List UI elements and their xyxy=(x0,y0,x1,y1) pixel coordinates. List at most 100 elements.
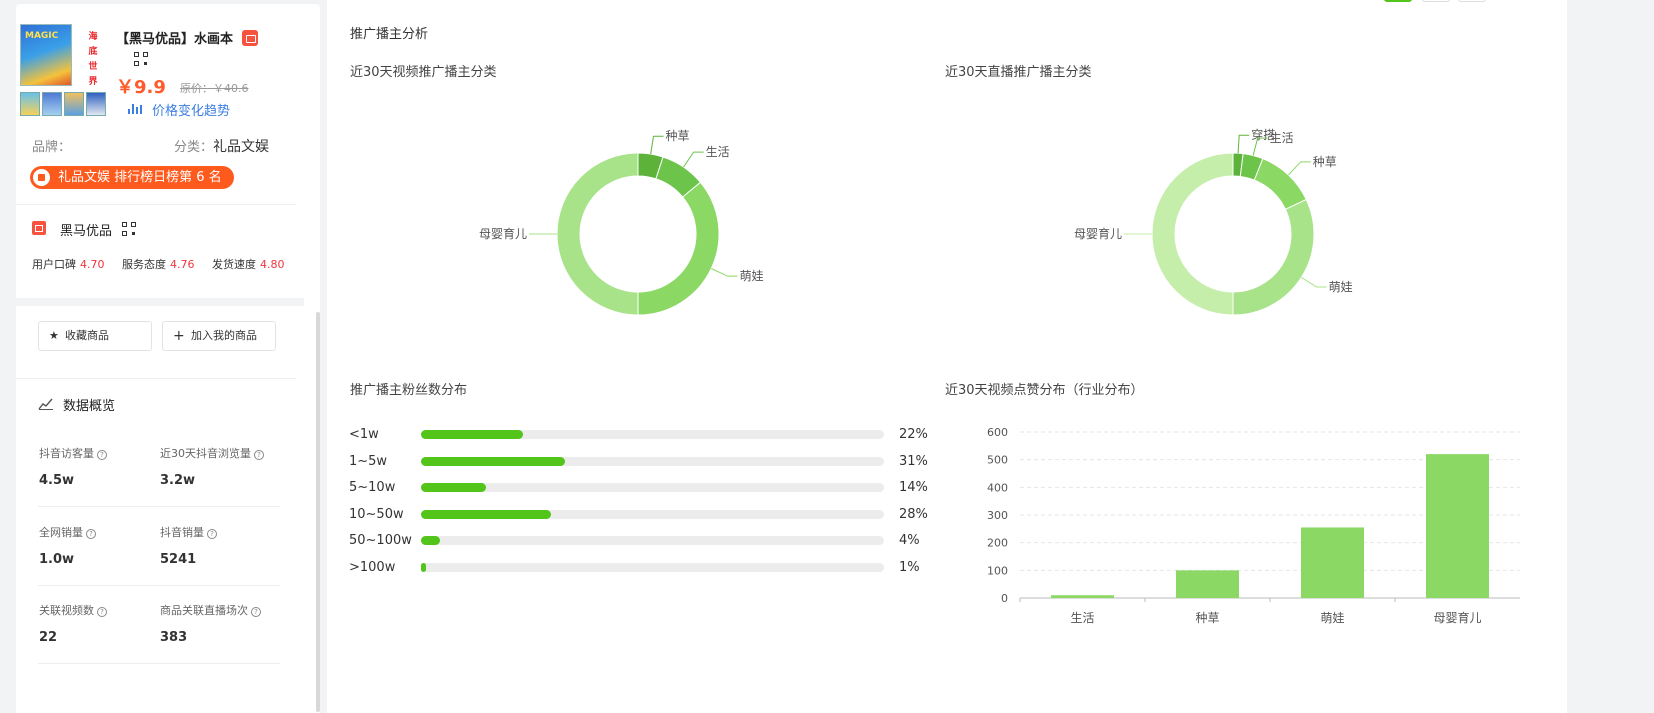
x-tick-label: 种草 xyxy=(1195,611,1219,625)
metric-label: 抖音销量? xyxy=(160,524,217,540)
metric-value: 383 xyxy=(160,630,188,645)
fans-bar-label: 1~5w xyxy=(349,453,388,469)
y-tick-label: 100 xyxy=(987,564,1008,577)
donut-leader-line xyxy=(1237,134,1250,154)
product-cover[interactable]: MAGIC 海 底 世 界 xyxy=(18,24,108,116)
fans-bar-label: 5~10w xyxy=(349,480,396,496)
donut-slice[interactable] xyxy=(1253,158,1307,210)
thumbnail[interactable] xyxy=(20,92,40,116)
y-tick-label: 600 xyxy=(987,426,1008,439)
y-tick-label: 500 xyxy=(987,454,1008,467)
toggle-button[interactable] xyxy=(1384,0,1412,2)
chart-title-live-category: 近30天直播推广播主分类 xyxy=(945,65,1092,80)
category-label: 分类：礼品文娱 xyxy=(174,139,270,155)
divider xyxy=(16,204,296,205)
shop-icon xyxy=(32,221,46,235)
thumbnail[interactable] xyxy=(42,92,62,116)
donut-leader-line xyxy=(1301,276,1327,288)
add-product-button[interactable]: + 加入我的商品 xyxy=(162,321,276,351)
y-tick-label: 400 xyxy=(987,481,1008,494)
fans-bar-fill xyxy=(421,509,551,519)
shop-name[interactable]: 黑马优品 xyxy=(60,224,113,239)
fans-bar-track xyxy=(421,483,884,493)
price-trend-link[interactable]: 价格变化趋势 xyxy=(152,104,231,119)
likes-bar[interactable] xyxy=(1426,454,1489,598)
fans-bar-fill xyxy=(421,430,523,439)
donut-leader-line xyxy=(650,135,664,155)
metric-label: 商品关联直播场次? xyxy=(160,602,261,618)
fans-bar-percent: 22% xyxy=(899,427,928,442)
plus-icon: + xyxy=(173,328,185,344)
cover-text: MAGIC xyxy=(25,31,59,41)
divider xyxy=(38,506,280,507)
metric-label: 关联视频数? xyxy=(39,602,107,618)
score-user-rating: 用户口碑 4.70 xyxy=(32,258,105,271)
fans-bar-track xyxy=(421,563,884,572)
brand-label: 品牌： xyxy=(32,140,72,155)
cover-image: MAGIC xyxy=(20,24,72,86)
fans-bar-percent: 14% xyxy=(899,480,928,496)
chart-title-likes-distribution: 近30天视频点赞分布（行业分布） xyxy=(945,383,1144,398)
likes-bar[interactable] xyxy=(1301,527,1364,598)
fans-bar-percent: 4% xyxy=(899,533,920,549)
donut-label: 萌娃 xyxy=(740,269,764,283)
donut-label: 生活 xyxy=(1270,131,1294,145)
divider xyxy=(16,378,296,379)
donut-slice[interactable] xyxy=(556,152,639,316)
metric-label: 近30天抖音浏览量? xyxy=(160,445,264,461)
donut-slice[interactable] xyxy=(637,181,720,316)
favorite-button[interactable]: ★ 收藏商品 xyxy=(38,321,152,351)
help-icon: ? xyxy=(86,529,96,539)
donut-label: 种草 xyxy=(665,129,689,143)
qr-code-icon[interactable] xyxy=(134,52,148,66)
chart-title-video-category: 近30天视频推广播主分类 xyxy=(350,65,497,80)
shop-qr-code-icon[interactable] xyxy=(122,222,136,236)
section-title: 推广播主分析 xyxy=(350,27,429,42)
y-tick-label: 200 xyxy=(987,537,1008,550)
shop-bag-icon xyxy=(242,30,258,46)
shop-scores: 用户口碑 4.70 服务态度 4.76 发货速度 4.80 xyxy=(32,256,299,272)
data-overview-icon xyxy=(38,398,53,410)
rank-badge[interactable]: 礼品文娱 排行榜日榜第 6 名 xyxy=(30,166,234,189)
trend-chart-icon[interactable] xyxy=(128,104,142,114)
likes-bar[interactable] xyxy=(1051,595,1114,598)
x-tick-label: 萌娃 xyxy=(1320,611,1344,625)
divider xyxy=(38,585,280,586)
metric-value: 3.2w xyxy=(160,473,196,488)
y-tick-label: 0 xyxy=(1001,592,1008,605)
metric-value: 1.0w xyxy=(39,552,75,567)
score-service: 服务态度 4.76 xyxy=(122,258,195,271)
help-icon: ? xyxy=(97,450,107,460)
metric-value: 4.5w xyxy=(39,473,75,488)
donut-label: 母婴育儿 xyxy=(479,226,527,241)
y-tick-label: 300 xyxy=(987,509,1008,522)
fans-bar-percent: 31% xyxy=(899,453,928,469)
fans-bar-percent: 28% xyxy=(899,506,928,522)
product-title: 【黑马优品】水画本 xyxy=(116,32,234,47)
donut-leader-line xyxy=(683,151,704,168)
x-tick-label: 生活 xyxy=(1070,611,1094,625)
donut-label: 生活 xyxy=(706,145,730,159)
original-price: 原价：￥40.6 xyxy=(180,82,249,95)
likes-bar[interactable] xyxy=(1176,570,1239,598)
x-tick-label: 母婴育儿 xyxy=(1433,610,1481,625)
score-shipping: 发货速度 4.80 xyxy=(212,258,285,271)
likes-distribution-bar-chart: 0 100 200 300 400 500 600 生活 种草 萌娃 母婴育儿 xyxy=(987,426,1520,625)
donut-slice[interactable] xyxy=(1232,198,1315,316)
overview-title: 数据概览 xyxy=(63,399,116,414)
scrollbar[interactable] xyxy=(316,312,320,712)
toggle-button[interactable] xyxy=(1458,0,1486,2)
fans-bar-fill xyxy=(421,456,565,466)
thumbnail[interactable] xyxy=(86,92,106,116)
donut-slice[interactable] xyxy=(1151,152,1234,316)
metric-value: 22 xyxy=(39,630,58,645)
donut-leader-line xyxy=(1288,161,1311,176)
donut-label: 种草 xyxy=(1313,155,1337,169)
fans-bar-label: 50~100w xyxy=(349,533,412,549)
thumbnail[interactable] xyxy=(64,92,84,116)
divider xyxy=(38,663,280,664)
fans-bar-percent: 1% xyxy=(899,560,920,575)
toggle-button[interactable] xyxy=(1422,0,1450,2)
product-panel xyxy=(16,4,320,713)
donut-label: 母婴育儿 xyxy=(1074,226,1122,241)
